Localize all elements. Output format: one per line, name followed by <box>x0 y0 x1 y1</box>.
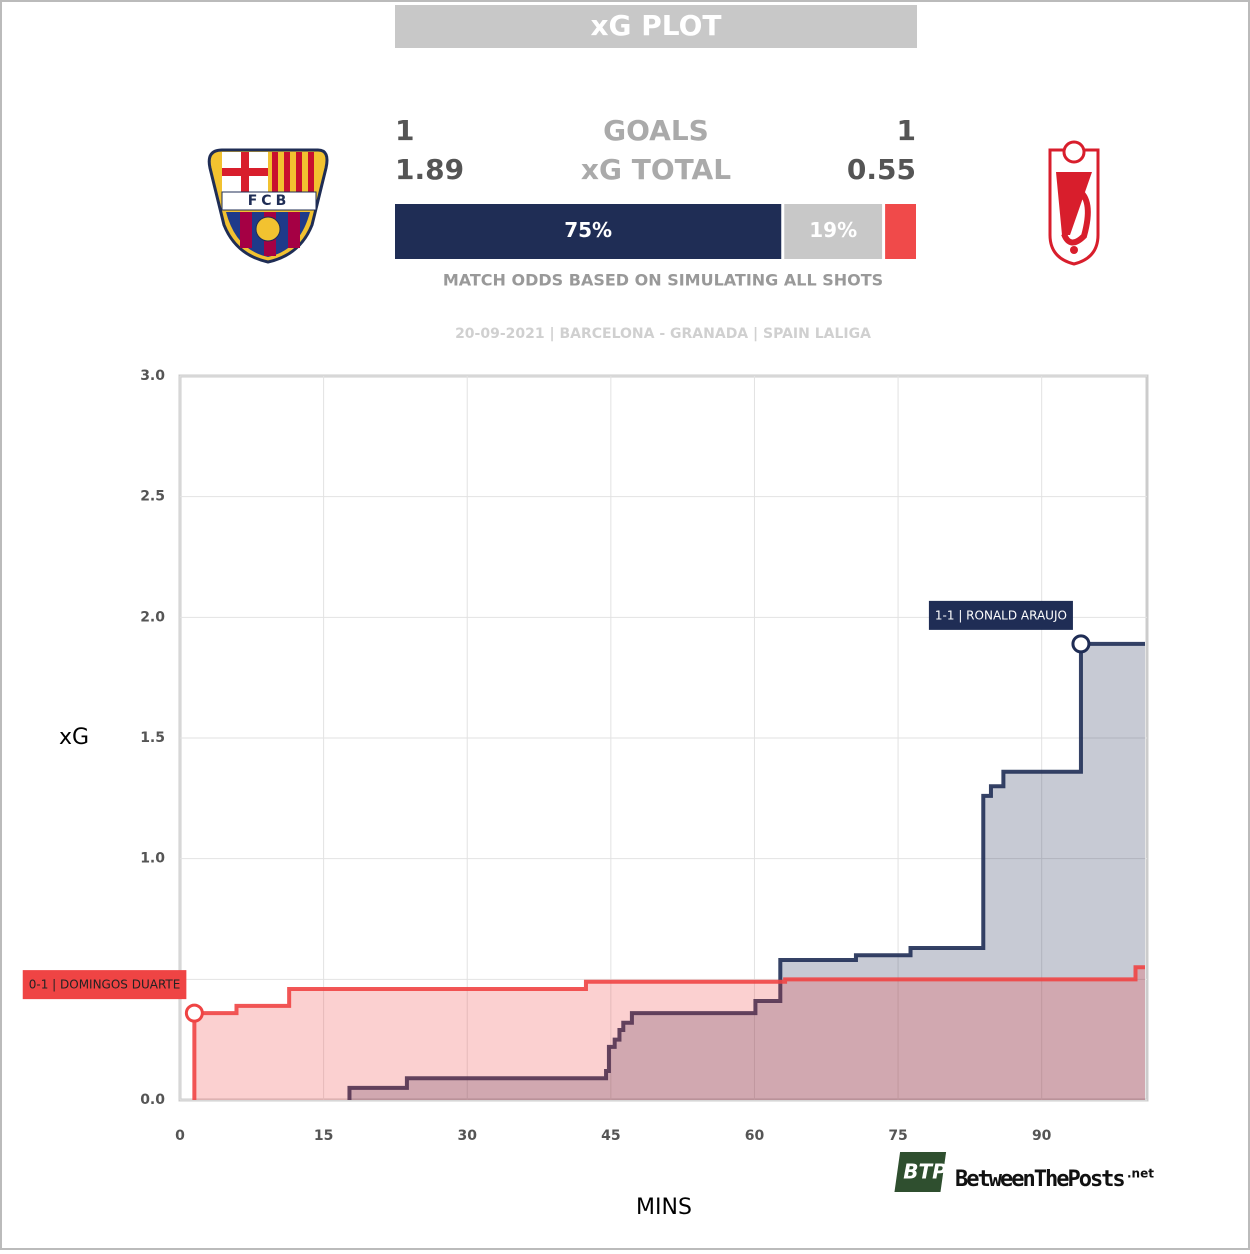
xg-label: xG TOTAL <box>581 153 731 186</box>
brand-badge-bg <box>894 1152 947 1192</box>
annotation-box <box>22 970 187 1000</box>
odds-note: MATCH ODDS BASED ON SIMULATING ALL SHOTS <box>443 271 883 290</box>
crest-text: FCB <box>248 193 291 209</box>
odds-bar <box>885 204 916 259</box>
odds-label: 19% <box>809 218 857 242</box>
annotation-text: 1-1 | RONALD ARAUJO <box>935 608 1067 622</box>
y-tick-label: 2.5 <box>140 489 165 505</box>
line <box>192 965 1145 1100</box>
x-tick-label: 15 <box>314 1128 333 1144</box>
away-xg: 0.55 <box>847 153 916 186</box>
plot <box>179 375 1147 1101</box>
y-tick-label: 2.0 <box>140 609 165 625</box>
title: xG PLOT <box>590 9 721 42</box>
odds-label: 75% <box>564 218 612 242</box>
brand-suffix: .net <box>1127 1167 1154 1181</box>
x-axis-label: MINS <box>636 1195 692 1220</box>
area <box>349 643 1145 1100</box>
goal-marker <box>184 1003 204 1023</box>
odds-bar <box>395 204 782 259</box>
away-crest <box>1048 140 1100 266</box>
odds-bar <box>784 204 883 259</box>
line <box>347 641 1145 1100</box>
x-tick-label: 45 <box>601 1128 620 1144</box>
x-tick-label: 30 <box>457 1128 477 1144</box>
y-tick-label: 0.0 <box>140 1092 165 1108</box>
annotation-text: 0-1 | DOMINGOS DUARTE <box>29 978 181 992</box>
x-tick-label: 90 <box>1032 1128 1052 1144</box>
brand-badge: BTP <box>903 1160 947 1184</box>
home-goals: 1 <box>395 114 414 147</box>
match-info: 20-09-2021 | BARCELONA - GRANADA | SPAIN… <box>455 326 871 342</box>
y-tick-label: 3.0 <box>140 368 165 384</box>
goal-marker <box>1071 634 1091 654</box>
annotation-box <box>928 600 1073 630</box>
brand-name: BetweenThePosts <box>955 1167 1124 1192</box>
x-tick-label: 60 <box>745 1128 765 1144</box>
away-goals: 1 <box>897 114 916 147</box>
goals-label: GOALS <box>603 114 709 147</box>
area <box>194 967 1145 1100</box>
home-xg: 1.89 <box>395 153 464 186</box>
y-tick-label: 1.5 <box>140 730 165 746</box>
x-tick-label: 0 <box>175 1128 185 1144</box>
home-crest: FCB <box>207 148 329 264</box>
y-tick-label: 1.0 <box>140 851 165 867</box>
x-tick-label: 75 <box>888 1128 907 1144</box>
title-bar <box>395 5 917 48</box>
y-axis-label: xG <box>59 725 89 750</box>
brand: BTP BetweenThePosts .net <box>894 1152 1154 1192</box>
